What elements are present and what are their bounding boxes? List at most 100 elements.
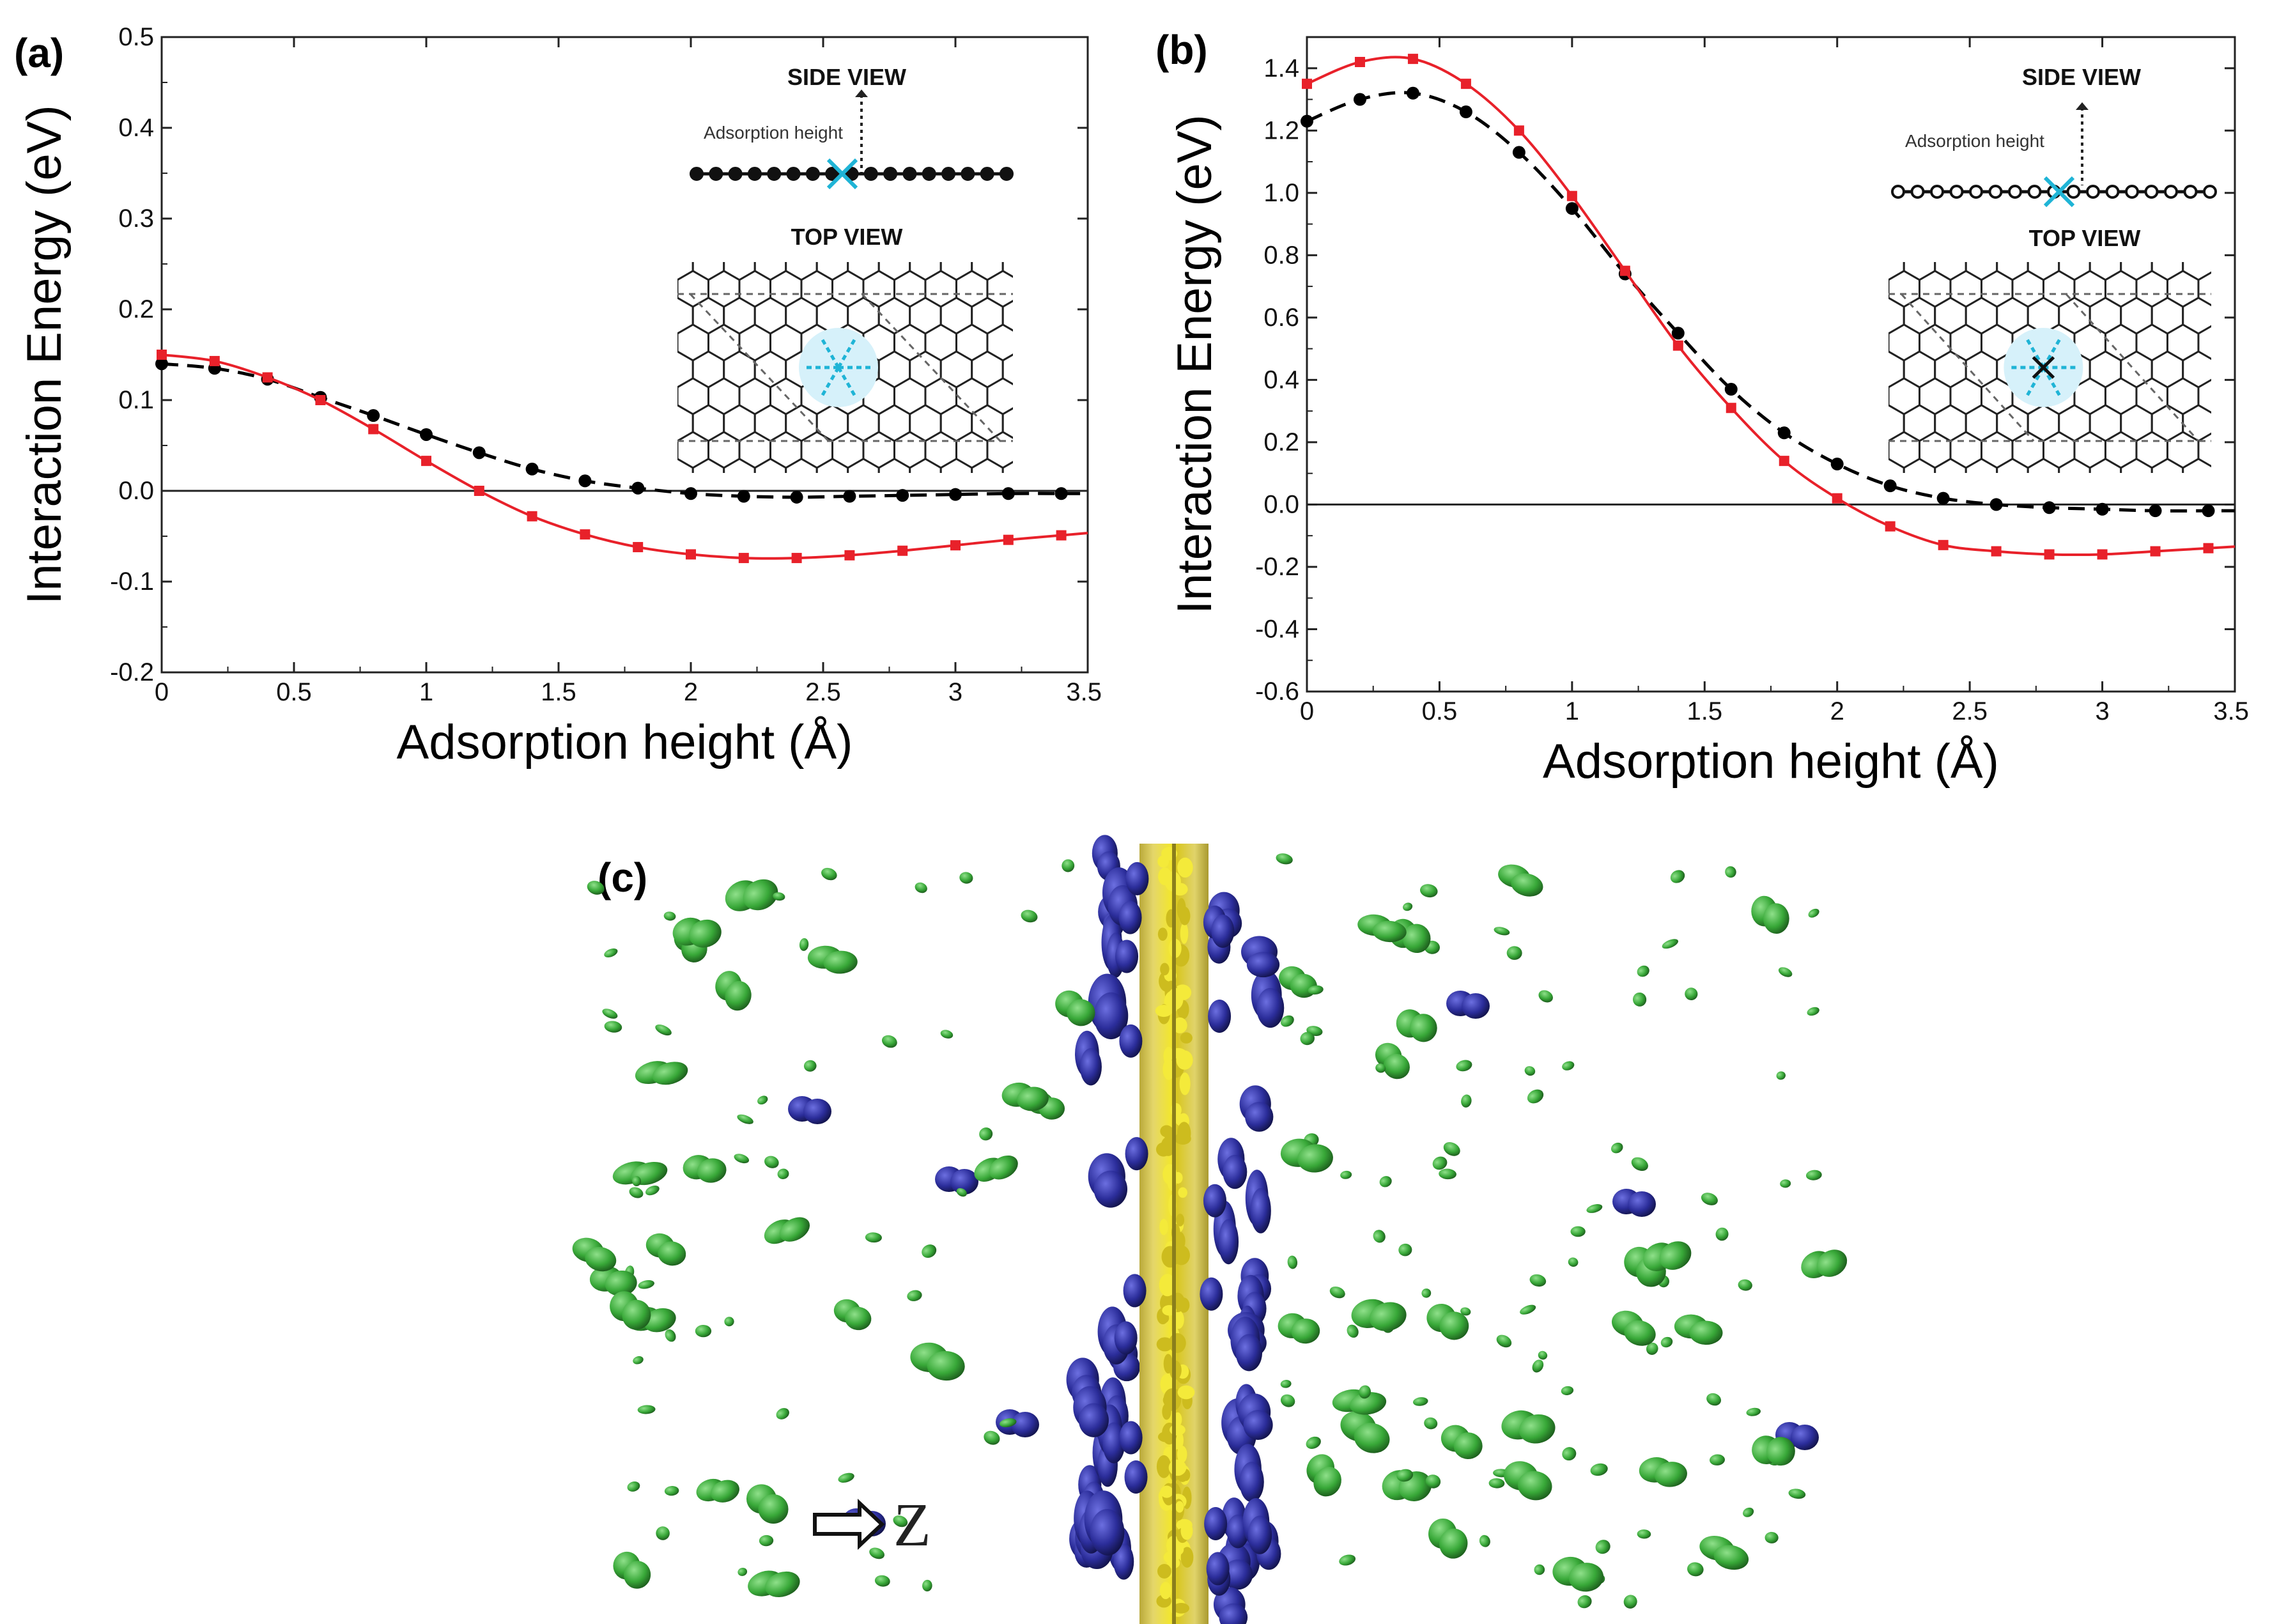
tube-texture-blob <box>1177 898 1186 920</box>
panel-b-top-hexagon <box>2089 458 2122 473</box>
panel-a-top-hexagon <box>1049 271 1080 307</box>
panel-a-top-lattice <box>631 217 1080 473</box>
panel-b-top-hexagon <box>1950 217 1981 253</box>
panel-a-series-black-point <box>684 487 697 500</box>
green-blob <box>1359 1385 1371 1399</box>
green-blob <box>724 1317 734 1327</box>
panel-b-side-atom <box>2027 185 2042 199</box>
blue-blob <box>1246 952 1280 978</box>
green-blob <box>688 919 722 948</box>
tube-texture-blob <box>1160 1125 1173 1138</box>
green-blob <box>989 1155 1018 1180</box>
blue-blob <box>1223 1559 1253 1590</box>
tube-texture-blob <box>1160 1485 1173 1498</box>
panel-b-series-red-point <box>1407 54 1418 65</box>
panel-b-top-hexagon <box>2260 378 2286 414</box>
green-blob <box>1590 1463 1608 1476</box>
green-blob <box>695 1324 712 1338</box>
tube-texture-blob <box>1176 1214 1185 1226</box>
green-blob <box>1420 884 1438 898</box>
panel-b-inset: SIDE VIEW Adsorption height TOP VIEW <box>1842 64 2286 495</box>
green-blob <box>737 1114 753 1124</box>
green-blob <box>1743 1507 1754 1517</box>
panel-a-series-black-point <box>631 481 645 495</box>
panel-b-ytick-label: 0.0 <box>1263 490 1299 518</box>
panel-b-top-hexagon <box>1842 244 1873 280</box>
green-blob <box>1425 1474 1441 1489</box>
green-blob <box>1538 990 1553 1003</box>
panel-a-top-hexagon <box>631 352 661 387</box>
green-blob <box>1660 1336 1673 1348</box>
green-blob <box>1432 1156 1448 1170</box>
green-blob <box>665 1329 676 1342</box>
green-blob <box>1659 1241 1692 1270</box>
panel-b-top-hexagon <box>2197 271 2211 307</box>
panel-a-top-hexagon <box>1001 407 1013 439</box>
panel-a-series-black-point <box>949 488 962 501</box>
green-blob <box>1807 1007 1819 1016</box>
green-blob <box>777 1168 789 1179</box>
panel-a-top-hexagon <box>677 386 679 406</box>
panel-b-series-red-point <box>1354 57 1365 68</box>
green-blob <box>1562 1061 1575 1071</box>
panel-a-side-atom <box>980 167 994 181</box>
blue-blob-front <box>1118 901 1142 934</box>
panel-a-xtick-label: 2 <box>684 678 698 706</box>
green-blob <box>1354 1423 1390 1453</box>
green-blob <box>1479 1535 1490 1547</box>
panel-a-side-atom <box>728 167 743 181</box>
green-blob <box>1349 1392 1387 1415</box>
panel-b-top-hexagon <box>2260 217 2286 253</box>
panel-b-series-red-point <box>1726 403 1736 414</box>
panel-a-top-hexagon <box>971 458 1004 473</box>
green-blob <box>1518 1414 1556 1444</box>
panel-b-side-atom <box>1930 185 1944 199</box>
tube-texture-blob <box>1155 1005 1173 1017</box>
panel-b-top-view-title: TOP VIEW <box>2029 225 2141 251</box>
green-blob <box>627 1481 640 1492</box>
green-blob <box>1570 1226 1586 1237</box>
green-blob <box>1765 1531 1779 1543</box>
green-blob <box>1710 1454 1725 1465</box>
green-blob <box>644 1308 676 1333</box>
green-blob <box>1506 946 1522 960</box>
panel-a-series-red-point <box>421 456 431 467</box>
panel-b-top-hexagon <box>2245 405 2276 441</box>
panel-a-series-red-point <box>1003 534 1014 545</box>
panel-b-series-black-point <box>2202 504 2215 518</box>
panel-b-top-hexagon <box>2214 459 2244 495</box>
green-blob <box>637 1405 656 1414</box>
panel-a-top-adsorbate-bond <box>819 366 840 399</box>
panel-a-series-black-point <box>790 490 803 504</box>
green-blob <box>803 1060 817 1072</box>
green-blob <box>632 1176 642 1187</box>
green-blob <box>655 1025 672 1036</box>
green-blob <box>1646 1342 1658 1355</box>
panel-b-top-hexagon <box>1888 440 1890 460</box>
panel-a-top-hexagon <box>1034 244 1065 280</box>
panel-b-ytick-label: 1.4 <box>1263 54 1299 82</box>
panel-b-top-adsorbate-bond <box>2024 336 2045 369</box>
panel-b-series-red-point <box>2097 549 2108 560</box>
panel-a-top-hexagon <box>956 217 987 253</box>
green-blob <box>874 1575 890 1587</box>
panel-b-series-black-point <box>1459 105 1472 119</box>
panel-a-top-hexagon <box>925 217 956 253</box>
green-blob <box>1403 902 1413 911</box>
green-blob <box>1409 1014 1437 1042</box>
green-blob <box>1816 1249 1848 1277</box>
blue-blob-front <box>1124 1460 1148 1494</box>
panel-b-top-adsorbate-bond <box>2024 366 2045 399</box>
panel-a-side-atom <box>961 167 975 181</box>
green-blob <box>605 1270 637 1296</box>
blue-blob-front <box>1114 1321 1138 1355</box>
panel-b-xtick-label: 2.5 <box>1952 697 1988 725</box>
panel-a-top-hexagon <box>753 458 787 473</box>
blue-blob-front <box>1125 862 1149 895</box>
green-blob <box>940 1030 954 1039</box>
panel-c-charge-density-blobs <box>572 835 1848 1624</box>
panel-a-series-black-point <box>420 428 433 441</box>
tube-texture-blob <box>1180 1522 1193 1540</box>
panel-a-top-hexagon <box>1001 461 1013 473</box>
panel-a-top-hexagon <box>677 440 679 460</box>
